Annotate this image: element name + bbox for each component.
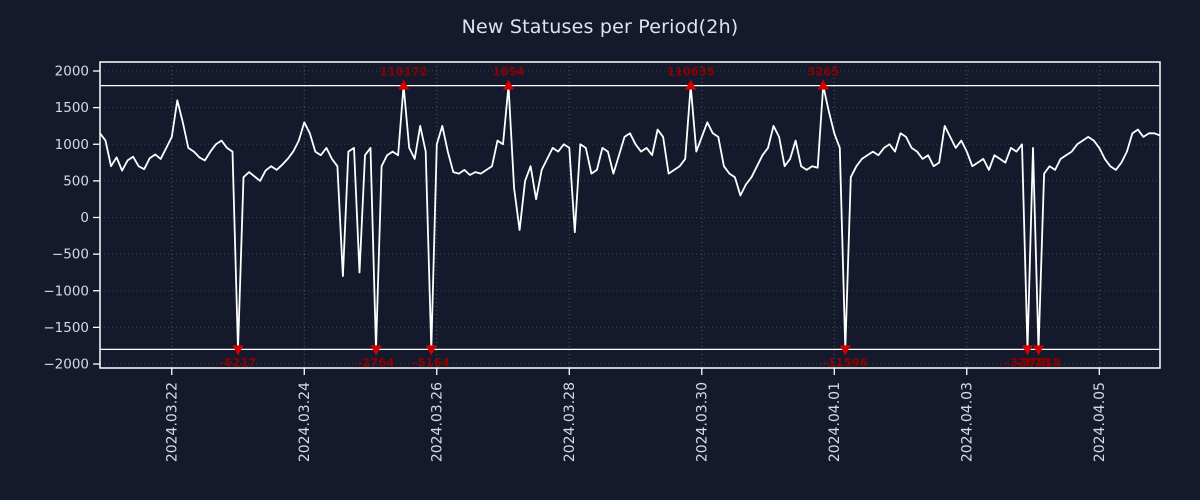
spike-value-label: -6217 bbox=[220, 355, 257, 369]
x-tick-label: 2024.04.01 bbox=[827, 382, 843, 462]
chart-title: New Statuses per Period(2h) bbox=[461, 16, 739, 38]
y-tick-label: 500 bbox=[63, 173, 89, 189]
x-tick-label: 2024.03.30 bbox=[694, 382, 710, 462]
spike-labels: 110172 1854 110635 3265 -6217 -2764 -5164 -1159… bbox=[220, 65, 1061, 370]
spike-value-label: -37818 bbox=[1016, 355, 1061, 369]
x-tick-label: 2024.03.26 bbox=[429, 382, 445, 462]
x-tick-label: 2024.04.05 bbox=[1092, 382, 1108, 462]
clip-lines bbox=[100, 85, 1160, 350]
y-tick-label: −500 bbox=[52, 247, 89, 263]
y-tick-label: 1500 bbox=[55, 100, 89, 116]
x-tick-label: 2024.03.22 bbox=[164, 382, 180, 462]
y-tick-label: 0 bbox=[80, 210, 89, 226]
x-tick-label: 2024.04.03 bbox=[959, 382, 975, 462]
grid bbox=[100, 62, 1160, 368]
spike-marker bbox=[398, 79, 410, 90]
y-tick-label: 2000 bbox=[55, 64, 89, 80]
spike-value-label: 110172 bbox=[380, 65, 428, 79]
spike-value-label: 3265 bbox=[807, 65, 839, 79]
x-tick-label: 2024.03.24 bbox=[297, 382, 313, 462]
spike-marker bbox=[685, 79, 697, 90]
y-tick-label: −2000 bbox=[43, 357, 89, 373]
spike-value-label: 1854 bbox=[493, 65, 525, 79]
spike-marker bbox=[1022, 345, 1033, 356]
y-tick-label: −1500 bbox=[43, 320, 89, 336]
x-axis-ticks: 2024.03.22 2024.03.24 2024.03.26 2024.03.28… bbox=[164, 368, 1108, 462]
spike-value-label: -2764 bbox=[358, 355, 395, 369]
spike-marker bbox=[1033, 345, 1045, 356]
spike-markers bbox=[232, 79, 1045, 356]
y-tick-label: −1000 bbox=[43, 283, 89, 299]
spike-value-label: -11596 bbox=[823, 355, 868, 369]
spike-value-label: -32678 bbox=[1005, 355, 1050, 369]
spike-marker bbox=[370, 345, 382, 356]
y-axis-ticks: 2000 1500 1000 500 0 −500 −1000 −1500 −2000 bbox=[43, 64, 100, 373]
x-tick-label: 2024.03.28 bbox=[562, 382, 578, 462]
spike-marker bbox=[425, 345, 437, 356]
y-tick-label: 1000 bbox=[55, 137, 89, 153]
spike-marker bbox=[503, 79, 515, 90]
plot-border bbox=[99, 61, 1161, 369]
spike-marker bbox=[817, 79, 829, 90]
series-line bbox=[99, 84, 1161, 351]
spike-value-label: 110635 bbox=[667, 65, 715, 79]
spike-marker bbox=[232, 345, 244, 356]
spike-marker bbox=[839, 345, 851, 356]
spike-value-label: -5164 bbox=[413, 355, 450, 369]
